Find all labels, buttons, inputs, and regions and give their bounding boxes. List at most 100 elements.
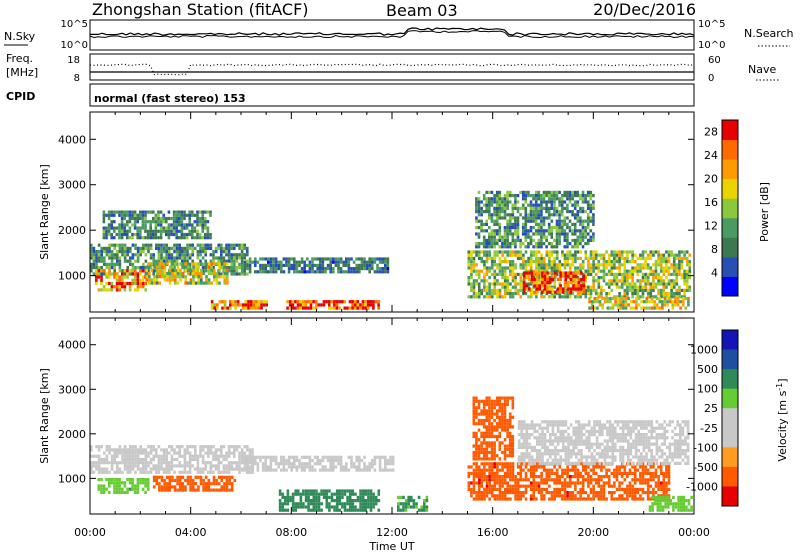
range-cell bbox=[537, 279, 541, 283]
range-cell bbox=[319, 263, 322, 267]
range-cell bbox=[121, 272, 124, 276]
range-cell bbox=[157, 223, 160, 227]
range-cell bbox=[646, 295, 650, 299]
range-cell bbox=[540, 471, 543, 475]
range-cell bbox=[324, 257, 327, 261]
range-cell bbox=[592, 465, 595, 469]
range-cell bbox=[614, 296, 617, 301]
range-cell bbox=[506, 226, 509, 230]
range-cell bbox=[646, 266, 650, 270]
range-cell bbox=[365, 263, 369, 267]
range-cell bbox=[165, 457, 168, 462]
range-cell bbox=[152, 448, 155, 452]
range-cell bbox=[587, 494, 590, 498]
range-cell bbox=[654, 276, 658, 280]
range-cell bbox=[566, 232, 569, 236]
range-cell bbox=[118, 461, 122, 465]
range-cell bbox=[139, 226, 142, 230]
range-cell bbox=[587, 285, 590, 289]
range-cell bbox=[269, 267, 273, 271]
range-cell bbox=[614, 300, 617, 304]
range-cell bbox=[361, 508, 365, 512]
range-cell bbox=[646, 487, 650, 491]
range-cell bbox=[631, 256, 634, 260]
range-cell bbox=[214, 457, 218, 462]
range-cell bbox=[180, 213, 184, 217]
range-cell bbox=[198, 223, 202, 227]
range-cell bbox=[587, 272, 590, 276]
range-cell bbox=[511, 232, 515, 236]
power-y-label: Slant Range [km] bbox=[38, 164, 51, 260]
range-cell bbox=[183, 454, 187, 458]
range-cell bbox=[581, 487, 585, 491]
range-cell bbox=[679, 306, 682, 310]
range-cell bbox=[537, 256, 541, 260]
range-cell bbox=[618, 266, 621, 270]
range-cell bbox=[100, 278, 103, 282]
range-cell bbox=[535, 465, 538, 469]
range-cell bbox=[170, 448, 174, 452]
range-cell bbox=[149, 461, 153, 465]
range-cell bbox=[597, 266, 601, 270]
range-cell bbox=[287, 267, 291, 271]
range-cell bbox=[321, 267, 325, 271]
range-cell bbox=[490, 434, 494, 439]
range-cell bbox=[537, 269, 541, 273]
range-cell bbox=[246, 250, 249, 254]
range-cell bbox=[121, 454, 124, 458]
range-cell bbox=[113, 226, 116, 230]
range-cell bbox=[207, 278, 211, 282]
range-cell bbox=[95, 464, 98, 468]
range-cell bbox=[95, 269, 98, 273]
range-cell bbox=[176, 478, 179, 483]
range-cell bbox=[511, 295, 515, 299]
range-cell bbox=[90, 243, 93, 247]
range-cell bbox=[555, 478, 559, 482]
range-cell bbox=[126, 236, 129, 240]
range-cell bbox=[139, 253, 142, 257]
range-cell bbox=[136, 481, 140, 485]
range-cell bbox=[324, 455, 327, 459]
range-cell bbox=[516, 226, 520, 230]
range-cell bbox=[547, 210, 551, 214]
range-cell bbox=[511, 203, 515, 207]
range-cell bbox=[527, 245, 530, 249]
range-cell bbox=[623, 272, 627, 276]
range-cell bbox=[259, 458, 262, 463]
range-cell bbox=[506, 213, 509, 217]
range-cell bbox=[309, 492, 313, 496]
range-cell bbox=[572, 277, 575, 281]
range-cell bbox=[615, 465, 619, 469]
range-cell bbox=[529, 497, 533, 501]
range-cell bbox=[477, 454, 481, 458]
range-cell bbox=[134, 464, 137, 468]
range-cell bbox=[176, 271, 180, 276]
range-cell bbox=[623, 266, 627, 270]
range-cell bbox=[558, 197, 561, 201]
range-cell bbox=[377, 303, 380, 307]
range-cell bbox=[100, 259, 103, 263]
range-cell bbox=[571, 222, 574, 226]
range-cell bbox=[480, 497, 484, 501]
range-cell bbox=[472, 282, 476, 286]
range-cell bbox=[524, 238, 528, 242]
range-cell bbox=[483, 250, 486, 254]
range-cell bbox=[345, 263, 348, 267]
range-cell bbox=[493, 481, 497, 485]
range-cell bbox=[254, 263, 257, 267]
range-cell bbox=[657, 288, 660, 292]
range-cell bbox=[256, 468, 260, 472]
range-cell bbox=[139, 236, 142, 240]
range-cell bbox=[483, 253, 486, 257]
range-cell bbox=[206, 229, 210, 233]
range-cell bbox=[97, 259, 101, 263]
range-cell bbox=[495, 210, 499, 214]
range-cell bbox=[566, 210, 569, 214]
range-cell bbox=[511, 279, 515, 283]
range-cell bbox=[201, 461, 205, 465]
range-cell bbox=[199, 259, 202, 263]
range-cell bbox=[524, 206, 528, 210]
range-cell bbox=[642, 300, 646, 304]
range-cell bbox=[519, 478, 523, 482]
range-cell bbox=[668, 300, 672, 304]
